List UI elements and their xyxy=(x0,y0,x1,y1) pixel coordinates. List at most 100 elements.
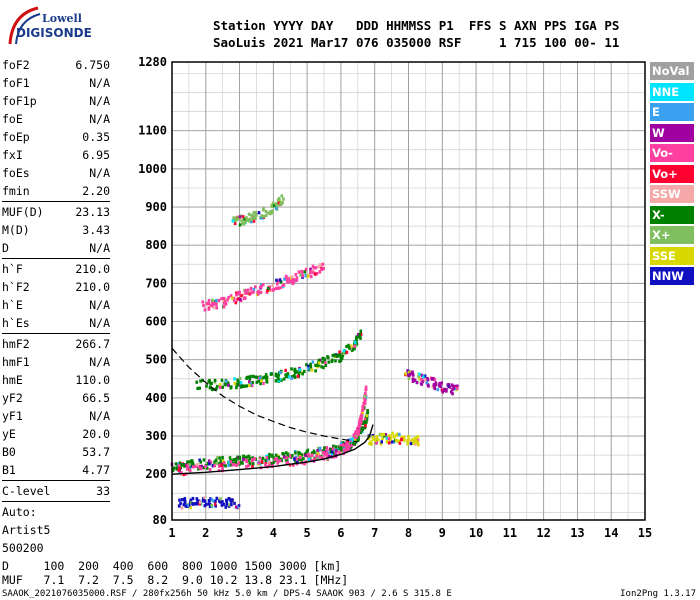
echo-point xyxy=(318,446,322,450)
echo-point xyxy=(177,464,181,468)
echo-point xyxy=(311,264,315,268)
echo-point xyxy=(310,368,314,372)
echo-point xyxy=(447,383,451,387)
echo-point xyxy=(309,275,313,279)
echo-point xyxy=(431,385,435,389)
y-tick-label: 200 xyxy=(145,467,167,481)
echo-point xyxy=(224,505,228,509)
echo-point xyxy=(363,398,367,402)
echo-point xyxy=(236,505,239,510)
echo-point xyxy=(288,276,291,281)
echo-point xyxy=(210,381,213,385)
echo-point xyxy=(220,297,223,301)
echo-point xyxy=(264,209,268,214)
echo-point xyxy=(246,288,250,292)
echo-point xyxy=(416,438,420,443)
echo-point xyxy=(180,498,184,502)
echo-point xyxy=(333,353,336,357)
echo-point xyxy=(221,455,224,460)
echo-point xyxy=(285,457,288,462)
echo-point xyxy=(267,456,271,460)
param-value: N/A xyxy=(89,94,110,108)
echo-point xyxy=(286,372,290,376)
echo-point xyxy=(257,211,261,215)
echo-point xyxy=(220,463,223,468)
y-tick-label: 80 xyxy=(153,513,167,527)
echo-point xyxy=(219,385,222,390)
echo-point xyxy=(420,377,423,381)
echo-point xyxy=(172,466,176,470)
echo-point xyxy=(247,459,250,463)
echo-point xyxy=(238,290,241,294)
echo-point xyxy=(409,442,413,446)
echo-point xyxy=(356,438,360,443)
echo-point xyxy=(264,213,268,218)
echo-point xyxy=(231,463,235,467)
echo-point xyxy=(260,460,264,464)
echo-point xyxy=(443,387,446,391)
param-separator xyxy=(2,201,110,202)
echo-point xyxy=(289,280,293,284)
legend-item: SSE xyxy=(650,246,694,265)
param-row: fxI 6.95 xyxy=(2,146,110,164)
echo-point xyxy=(202,498,206,503)
echo-point xyxy=(265,456,269,460)
echo-point xyxy=(253,215,256,219)
param-row: h`F 210.0 xyxy=(2,260,110,278)
echo-point xyxy=(406,439,409,443)
echo-point xyxy=(287,375,291,379)
echo-point xyxy=(311,360,315,364)
x-tick-label: 13 xyxy=(570,526,584,540)
echo-point xyxy=(212,499,215,503)
echo-point xyxy=(455,386,459,390)
echo-point xyxy=(309,362,312,366)
echo-point xyxy=(244,458,248,462)
echo-point xyxy=(364,388,367,392)
echo-point xyxy=(326,454,329,458)
echo-point xyxy=(239,381,243,385)
echo-point xyxy=(264,463,267,467)
legend-item: NoVal xyxy=(650,62,694,80)
echo-point xyxy=(195,502,198,506)
echo-point xyxy=(183,498,187,502)
echo-point xyxy=(220,503,224,507)
x-tick-label: 2 xyxy=(202,526,209,540)
echo-point xyxy=(227,497,231,501)
echo-point xyxy=(297,270,301,274)
echo-point xyxy=(274,286,278,291)
echo-point xyxy=(221,459,225,463)
echo-point xyxy=(259,290,263,294)
echo-point xyxy=(268,285,271,289)
echo-point xyxy=(341,441,345,445)
x-tick-label: 14 xyxy=(604,526,618,540)
echo-point xyxy=(317,358,321,363)
echo-point xyxy=(338,451,341,455)
echo-point xyxy=(348,346,351,350)
echo-point xyxy=(294,451,297,455)
echo-point xyxy=(288,279,291,283)
y-axis-ticks: 80 200 300 400 500 600 700 800 900 1000 1100 1280 xyxy=(138,55,167,527)
echo-point xyxy=(239,385,243,389)
echo-point xyxy=(347,445,351,449)
echo-point xyxy=(223,382,227,386)
x-tick-label: 5 xyxy=(304,526,311,540)
echo-point xyxy=(385,440,389,444)
echo-point xyxy=(222,301,226,305)
echo-point xyxy=(371,433,375,438)
echo-point xyxy=(260,285,263,289)
echo-point xyxy=(266,211,270,215)
param-row: D N/A xyxy=(2,239,110,257)
echo-point xyxy=(346,439,349,443)
echo-point xyxy=(318,270,322,274)
echo-point xyxy=(209,497,212,501)
echo-point xyxy=(294,459,297,463)
echo-point xyxy=(270,372,273,376)
echo-point xyxy=(186,460,189,464)
echo-point xyxy=(176,465,179,469)
echo-point xyxy=(208,386,212,390)
echo-point xyxy=(341,444,344,448)
echo-point xyxy=(407,435,410,439)
echo-point xyxy=(412,439,415,443)
param-name: hmF2 xyxy=(2,337,30,351)
y-tick-label: 1100 xyxy=(138,124,167,138)
